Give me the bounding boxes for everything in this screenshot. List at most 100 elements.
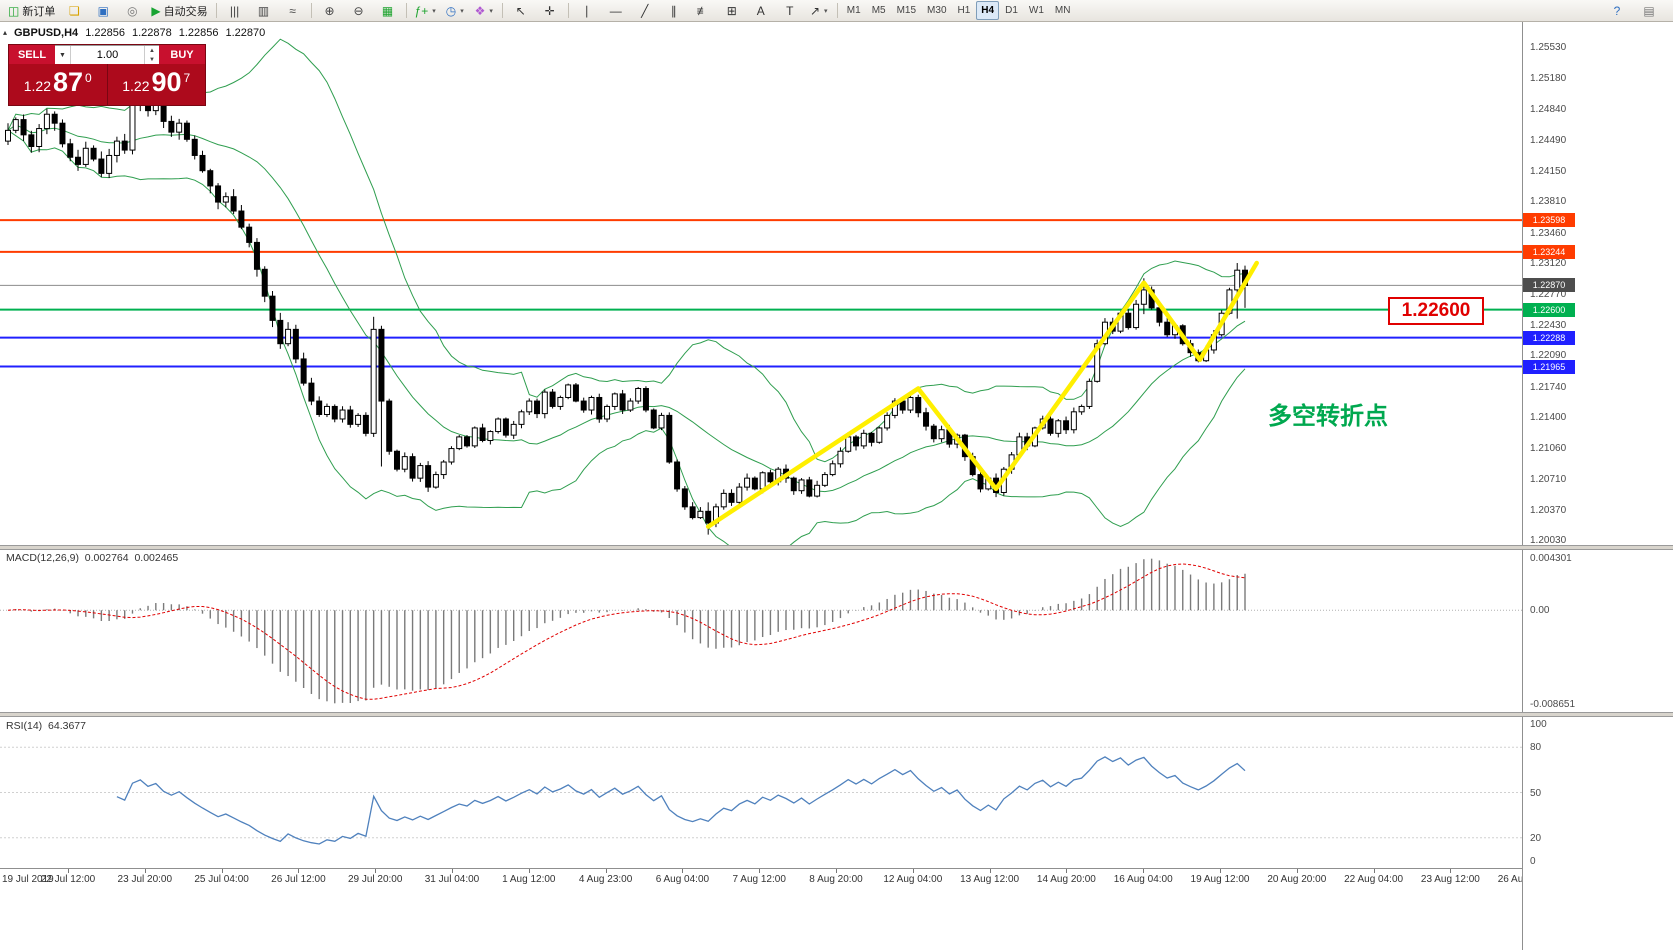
chart-ohlc-title: GBPUSD,H4 1.22856 1.22878 1.22856 1.2287… [14,27,265,39]
toolbar-cursor-button[interactable]: ↖ [507,1,535,21]
timeframe-m30-button[interactable]: M30 [927,5,947,16]
spinner-down-icon[interactable]: ▼ [149,56,155,63]
timeframe-m15-button[interactable]: M15 [896,5,917,16]
candle [347,405,354,428]
rsi-panel[interactable] [0,717,1522,868]
candle [456,435,463,451]
toolbar-chart-window-button[interactable]: ❏ [60,1,88,21]
volume-dropdown-icon[interactable]: ▼ [55,46,71,64]
turning-point-note[interactable]: 多空转折点 [1268,402,1388,430]
rsi-label: RSI(14) 64.3677 [6,720,86,732]
toolbar-text-label-button[interactable]: T [776,1,804,21]
toolbar-help-button[interactable]: ? [1603,1,1631,21]
candle [401,452,408,473]
toolbar-zoom-in-button[interactable]: ⊕ [316,1,344,21]
toolbar-bar-chart-button[interactable]: ||| [221,1,249,21]
arrows-icon: ↗ [809,3,821,18]
toolbar-terminal-button[interactable]: ▣ [89,1,117,21]
toolbar-autotrading-button[interactable]: ▶ 自动交易 [147,1,211,21]
candle [43,108,50,135]
toolbar-strategy-tester-button[interactable]: ◎ [118,1,146,21]
toolbar-docked-windows-button[interactable]: ▤ [1635,1,1663,21]
candle [1055,419,1062,438]
timeframe-w1-button[interactable]: W1 [1028,5,1044,16]
toolbar-periods-button[interactable]: ◷ ▾ [441,1,469,21]
spinner-up-icon[interactable]: ▲ [149,47,155,54]
time-axis-tick [912,869,914,873]
candle [409,453,416,482]
buy-button[interactable]: BUY [159,45,205,64]
toolbar-candlestick-chart-button[interactable]: ▥ [250,1,278,21]
timeframe-h1-button[interactable]: H1 [957,5,971,16]
toolbar-vertical-line-button[interactable]: ∣ [573,1,601,21]
candle [113,136,120,163]
candle [90,145,97,162]
panel-divider-rsi[interactable] [0,712,1673,717]
candle [627,398,634,412]
dropdown-caret-icon: ▾ [432,7,436,15]
toolbar-templates-button[interactable]: ❖ ▾ [470,1,498,21]
toolbar-fibonacci-button[interactable]: ≢ [689,1,717,21]
candle [12,117,19,134]
toolbar-line-chart-button[interactable]: ≈ [279,1,307,21]
toolbar-tile-windows-button[interactable]: ▦ [374,1,402,21]
toolbar-new-order-button[interactable]: ◫ 新订单 [4,1,59,21]
sell-button[interactable]: SELL [9,45,55,64]
toolbar-trendline-button[interactable]: ╱ [631,1,659,21]
price-axis[interactable]: 1.25530 1.25180 1.24840 1.24490 1.24150 1.238… [1522,22,1673,950]
price-level-badge: 1.22288 [1523,331,1575,345]
buy-price-button[interactable]: 1.22 90 7 [108,64,206,105]
toolbar-equidistant-channel-button[interactable]: ∥ [660,1,688,21]
toolbar-separator [567,3,569,18]
dropdown-caret-icon: ▾ [824,7,828,15]
symbol-period-label: GBPUSD,H4 [14,27,79,39]
candle [28,130,35,153]
panel-divider-macd[interactable] [0,545,1673,550]
time-axis-label: 19 Jul 2019 [2,874,54,885]
time-axis-label: 12 Aug 04:00 [883,874,943,885]
candle [51,111,58,131]
sell-price-button[interactable]: 1.22 87 0 [9,64,108,105]
price-axis-label: 1.24490 [1530,135,1567,146]
toolbar-shapes-button[interactable]: ⊞ [718,1,746,21]
toolbar-indicators-button[interactable]: ƒ+ ▾ [411,1,440,21]
candle [604,404,611,423]
chart-window-icon: ❏ [68,3,80,18]
toolbar-text-button[interactable]: A [747,1,775,21]
zigzag-trend-annotation[interactable] [705,260,1259,529]
toolbar-separator [501,3,503,18]
price-axis-label: 1.22770 [1530,289,1567,300]
candle [642,386,649,413]
candle [1086,378,1093,409]
macd-panel[interactable] [0,550,1522,712]
candle [253,238,260,277]
candle [1234,263,1241,319]
timeframe-m5-button[interactable]: M5 [871,5,886,16]
timeframe-m1-button[interactable]: M1 [846,5,861,16]
timeframe-mn-button[interactable]: MN [1054,5,1071,16]
candlestick-chart-icon: ▥ [257,3,270,18]
price-tag-annotation[interactable]: 1.22600 [1388,297,1484,325]
candle [915,394,922,418]
chart-collapse-icon[interactable]: ▴ [3,28,8,37]
timeframe-d1-button[interactable]: D1 [1005,5,1018,16]
volume-spinner[interactable]: ▲ ▼ [144,46,159,64]
low-value: 1.22856 [178,27,219,39]
toolbar-horizontal-line-button[interactable]: ― [602,1,630,21]
toolbar-zoom-out-button[interactable]: ⊖ [345,1,373,21]
volume-input[interactable]: 1.00 [96,49,119,61]
docked-windows-icon: ▤ [1643,3,1655,18]
price-chart[interactable]: 多空转折点 [0,28,1522,545]
candle [75,149,82,171]
candle [510,420,517,439]
toolbar-arrows-button[interactable]: ↗ ▾ [805,1,833,21]
toolbar-crosshair-button[interactable]: ✛ [536,1,564,21]
candle [176,118,183,140]
macd-label: MACD(12,26,9) 0.002764 0.002465 [6,552,179,564]
candle [837,447,844,468]
candle [222,192,229,208]
time-axis-label: 31 Jul 04:00 [424,874,480,885]
time-axis[interactable]: 19 Jul 2019 22 Jul 12:00 23 Jul 20:00 25 Ju… [0,868,1673,890]
candle [868,431,875,447]
timeframe-h4-button[interactable]: H4 [976,1,1000,20]
